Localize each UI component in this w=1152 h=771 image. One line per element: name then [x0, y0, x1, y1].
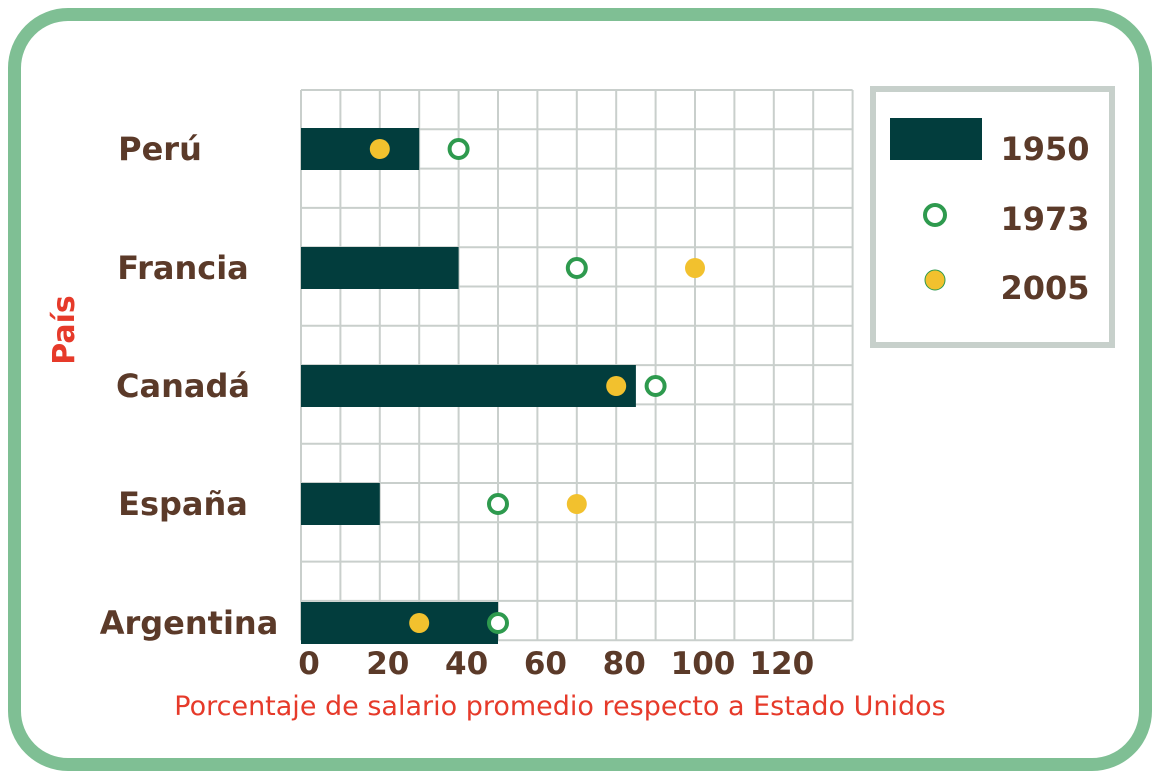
bar-1950-argentina [301, 602, 498, 644]
point-2005-argentina [409, 613, 430, 633]
legend: 1950 1973 2005 [870, 86, 1115, 348]
point-2005-perú [369, 139, 390, 159]
category-label: España [118, 485, 248, 523]
category-label: Francia [117, 249, 249, 287]
y-axis-title: País [47, 295, 82, 365]
x-tick-label: 40 [445, 646, 488, 682]
x-tick-label: 100 [671, 646, 736, 682]
legend-label-1973: 1973 [1000, 200, 1089, 238]
category-label: Canadá [116, 367, 250, 405]
point-1973-francia [565, 257, 588, 279]
bars-1950 [301, 128, 636, 644]
point-1973-canadá [644, 375, 667, 397]
bar-1950-perú [301, 128, 420, 170]
legend-swatch-1950 [890, 118, 982, 160]
bar-1950-canadá [301, 365, 636, 407]
category-label: Perú [118, 130, 202, 168]
x-tick-label: 80 [603, 646, 646, 682]
x-tick-label: 20 [366, 646, 409, 682]
point-2005-francia [685, 258, 705, 278]
category-label: Argentina [100, 604, 279, 642]
x-tick-label: 60 [524, 646, 567, 682]
bar-1950-francia [301, 247, 459, 289]
points [369, 138, 705, 634]
point-2005-españa [566, 494, 587, 514]
legend-marker-1973 [923, 203, 947, 227]
point-2005-canadá [606, 376, 627, 396]
legend-label-1950: 1950 [1000, 130, 1089, 168]
legend-label-2005: 2005 [1000, 269, 1089, 307]
x-tick-labels: 0 20 40 60 80 100 120 [298, 646, 814, 682]
x-tick-label: 120 [749, 646, 814, 682]
category-labels: Perú Francia Canadá España Argentina [100, 130, 279, 642]
point-1973-españa [487, 493, 509, 515]
point-1973-argentina [487, 612, 509, 634]
point-1973-perú [447, 138, 470, 160]
bar-1950-españa [301, 483, 380, 525]
x-axis-title: Porcentaje de salario promedio respecto … [174, 691, 945, 722]
x-tick-label: 0 [298, 646, 320, 682]
legend-marker-2005 [924, 269, 946, 291]
